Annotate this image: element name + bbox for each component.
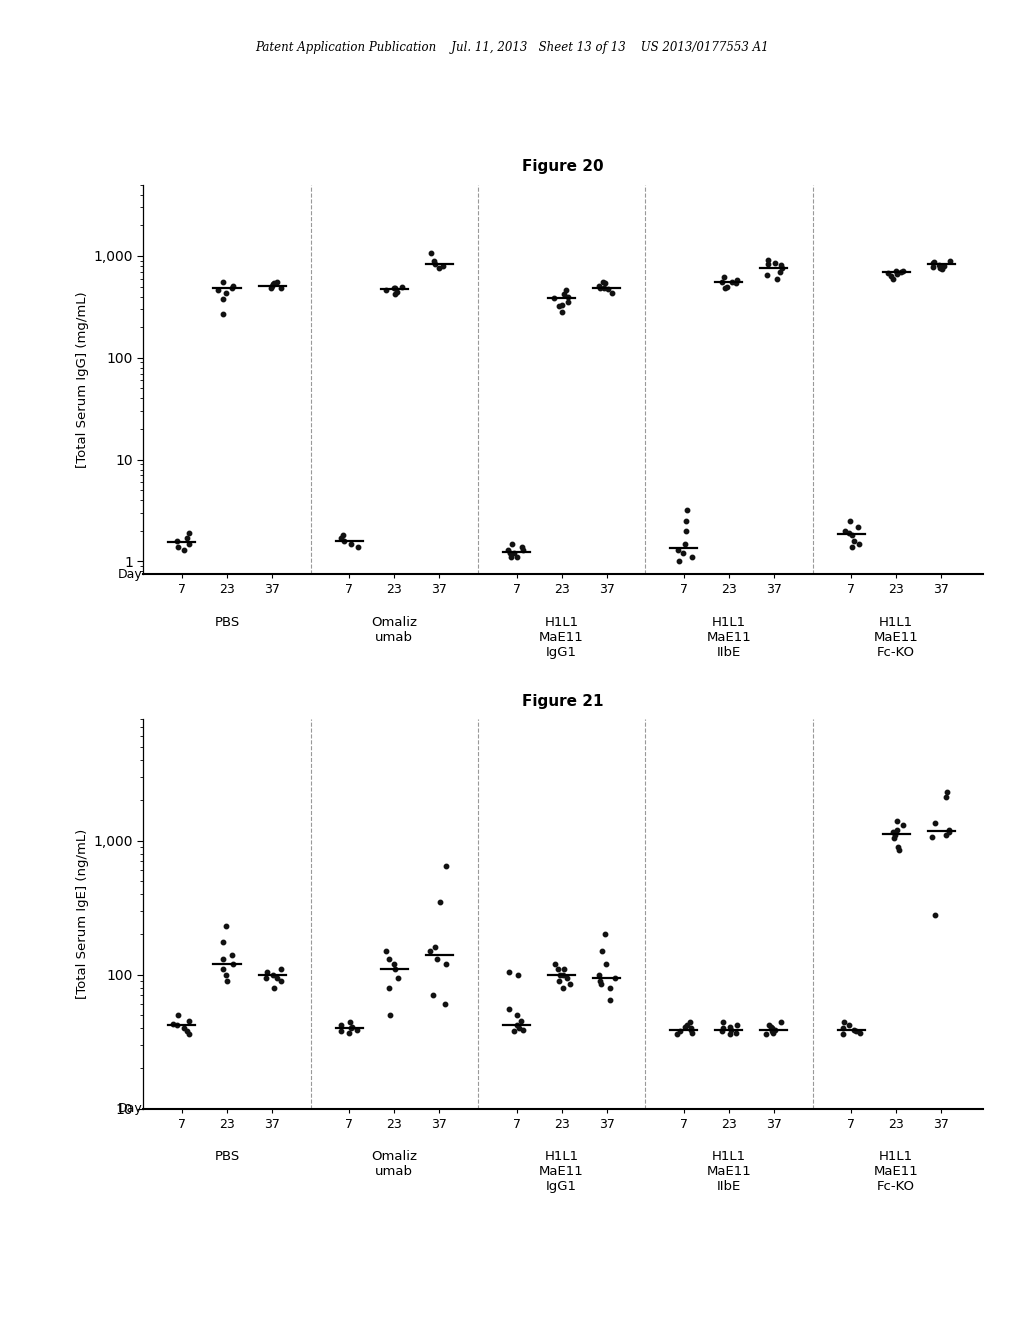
Title: Figure 21: Figure 21 <box>522 693 604 709</box>
Text: H1L1
MaE11
Fc-KO: H1L1 MaE11 Fc-KO <box>873 1151 919 1193</box>
Title: Figure 20: Figure 20 <box>522 158 604 174</box>
Text: Day: Day <box>118 568 142 581</box>
Text: H1L1
MaE11
IgG1: H1L1 MaE11 IgG1 <box>540 616 584 659</box>
Text: Omaliz
umab: Omaliz umab <box>372 1151 418 1179</box>
Text: Patent Application Publication    Jul. 11, 2013   Sheet 13 of 13    US 2013/0177: Patent Application Publication Jul. 11, … <box>255 41 769 54</box>
Text: H1L1
MaE11
IIbE: H1L1 MaE11 IIbE <box>707 616 752 659</box>
Text: PBS: PBS <box>214 1151 240 1163</box>
Text: H1L1
MaE11
IgG1: H1L1 MaE11 IgG1 <box>540 1151 584 1193</box>
Text: PBS: PBS <box>214 616 240 628</box>
Text: H1L1
MaE11
IIbE: H1L1 MaE11 IIbE <box>707 1151 752 1193</box>
Text: H1L1
MaE11
Fc-KO: H1L1 MaE11 Fc-KO <box>873 616 919 659</box>
Y-axis label: [Total Serum IgG] (mg/mL): [Total Serum IgG] (mg/mL) <box>76 292 89 467</box>
Text: Omaliz
umab: Omaliz umab <box>372 616 418 644</box>
Text: Day: Day <box>118 1102 142 1115</box>
Y-axis label: [Total Serum IgE] (ng/mL): [Total Serum IgE] (ng/mL) <box>76 829 89 999</box>
